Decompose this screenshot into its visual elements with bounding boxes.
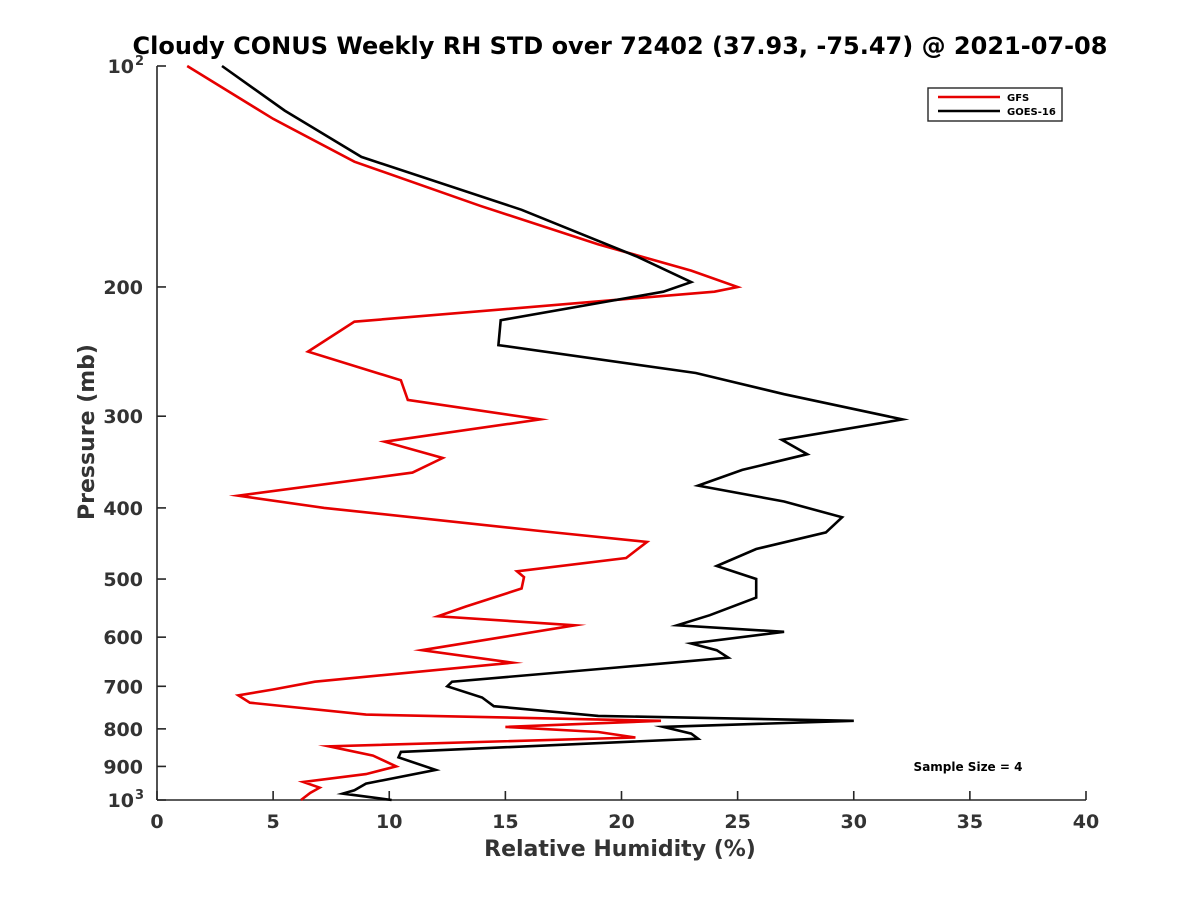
legend-box [927,87,1063,122]
x-tick-label: 5 [267,811,280,833]
y-tick-label: 400 [103,498,143,520]
x-tick-label: 30 [841,811,867,833]
y-tick-label: 700 [103,676,143,698]
x-tick-label: 10 [376,811,402,833]
x-tick-label: 25 [724,811,750,833]
y-tick-label: 200 [103,277,143,299]
y-tick-exponent: 2 [135,54,144,69]
y-tick-label: 500 [103,569,143,591]
y-tick-label: 10 [108,790,134,812]
x-axis-label: Relative Humidity (%) [484,837,756,862]
legend-label: GFS [1007,93,1029,104]
x-tick-label: 35 [957,811,983,833]
legend-label: GOES-16 [1007,107,1056,118]
x-tick-label: 20 [608,811,634,833]
y-tick-exponent: 3 [135,788,144,803]
series-layer [186,64,910,802]
y-tick-label: 900 [103,756,143,778]
y-tick-label: 600 [103,627,143,649]
x-tick-label: 15 [492,811,518,833]
y-tick-label: 300 [103,406,143,428]
chart-title: Cloudy CONUS Weekly RH STD over 72402 (3… [133,32,1108,60]
series-line-goes-16 [221,64,910,802]
y-tick-label: 10 [108,56,134,78]
y-tick-label: 800 [103,719,143,741]
legend: GFS GOES-16 [927,87,1063,122]
sample-size-annotation: Sample Size = 4 [914,760,1023,774]
x-tick-label: 40 [1073,811,1099,833]
x-tick-label: 0 [150,811,163,833]
series-line-gfs [186,64,743,802]
y-axis-label: Pressure (mb) [75,344,100,520]
